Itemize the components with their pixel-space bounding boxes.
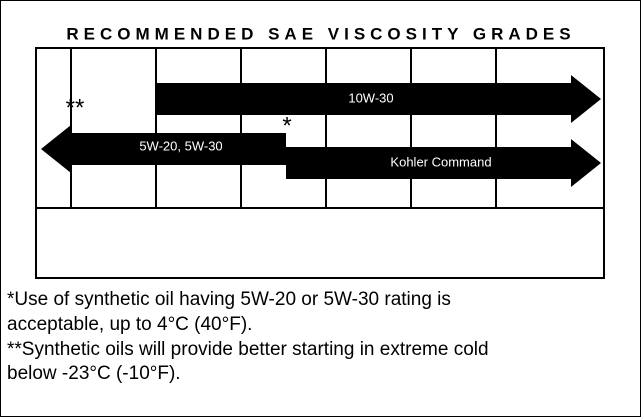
note: below -23°C (-10°F). (7, 363, 181, 384)
note: **Synthetic oils will provide better sta… (7, 339, 489, 360)
note: acceptable, up to 4°C (40°F). (7, 314, 253, 335)
arrow-label: 5W-20, 5W-30 (139, 138, 222, 153)
arrow-kohler (286, 139, 601, 187)
marker: * (282, 112, 291, 139)
arrow-label: 10W-30 (348, 90, 393, 105)
viscosity-chart: RECOMMENDED SAE VISCOSITY GRADES 10W-30 … (35, 24, 605, 279)
arrow-label: Kohler Command (390, 154, 491, 169)
chart-frame (35, 47, 605, 279)
marker: ** (66, 94, 85, 121)
arrow-10w30 (156, 75, 601, 123)
note: *Use of synthetic oil having 5W-20 or 5W… (7, 289, 451, 310)
chart-title: RECOMMENDED SAE VISCOSITY GRADES (66, 24, 575, 43)
grid (70, 48, 497, 208)
arrow-5w (41, 125, 286, 173)
